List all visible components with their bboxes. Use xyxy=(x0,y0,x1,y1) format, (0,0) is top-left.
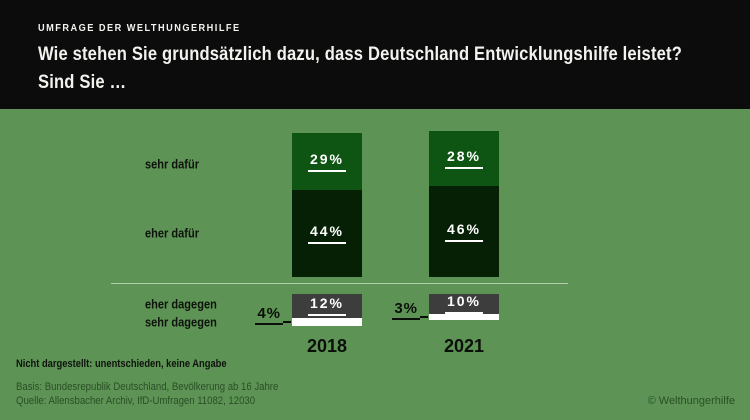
value-label-eher-dagegen-2021: 10% xyxy=(444,293,484,315)
side-value-label-sehr-dagegen-2021: 3% xyxy=(392,300,420,320)
value-label-sehr-dafuer-2021: 28% xyxy=(444,148,484,170)
bar-segment-sehr-dagegen-2018 xyxy=(292,317,362,326)
quelle-line: Quelle: Allensbacher Archiv, IfD-Umfrage… xyxy=(16,395,256,407)
basis-line: Basis: Bundesrepublik Deutschland, Bevöl… xyxy=(16,381,279,393)
title-line-1: Wie stehen Sie grundsätzlich dazu, dass … xyxy=(38,43,683,65)
year-label-2021: 2021 xyxy=(443,336,485,356)
header: UMFRAGE DER WELTHUNGERHILFE Wie stehen S… xyxy=(0,0,750,109)
bar-segment-sehr-dafuer-2018: 29% xyxy=(292,133,362,191)
bar-segment-sehr-dagegen-2021 xyxy=(429,313,499,320)
category-label-eher-dagegen: eher dagegen xyxy=(145,296,217,312)
connector-line-2018 xyxy=(283,320,291,323)
value-label-sehr-dafuer-2018: 29% xyxy=(307,151,347,173)
side-value-label-sehr-dagegen-2018: 4% xyxy=(255,305,283,325)
title-line-2: Sind Sie … xyxy=(38,71,127,93)
bar-segment-eher-dafuer-2018: 44% xyxy=(292,190,362,277)
category-label-sehr-dafuer: sehr dafür xyxy=(145,156,200,172)
bar-segment-eher-dagegen-2021: 10% xyxy=(429,293,499,315)
bar-segment-eher-dagegen-2018: 12% xyxy=(292,294,362,318)
bar-segment-eher-dafuer-2021: 46% xyxy=(429,186,499,277)
bar-segment-sehr-dafuer-2021: 28% xyxy=(429,131,499,187)
connector-line-2021 xyxy=(420,315,428,318)
value-label-eher-dagegen-2018: 12% xyxy=(307,295,347,317)
value-label-eher-dafuer-2018: 44% xyxy=(307,223,347,245)
category-label-sehr-dagegen: sehr dagegen xyxy=(145,314,217,330)
kicker: UMFRAGE DER WELTHUNGERHILFE xyxy=(38,23,241,34)
footnote: Nicht dargestellt: unentschieden, keine … xyxy=(16,358,227,370)
page-title: Wie stehen Sie grundsätzlich dazu, dass … xyxy=(38,40,682,96)
zero-axis-line xyxy=(111,283,568,284)
value-label-eher-dafuer-2021: 46% xyxy=(444,221,484,243)
year-label-2018: 2018 xyxy=(306,336,348,356)
copyright: © Welthungerhilfe xyxy=(647,395,735,407)
category-label-eher-dafuer: eher dafür xyxy=(145,225,200,241)
